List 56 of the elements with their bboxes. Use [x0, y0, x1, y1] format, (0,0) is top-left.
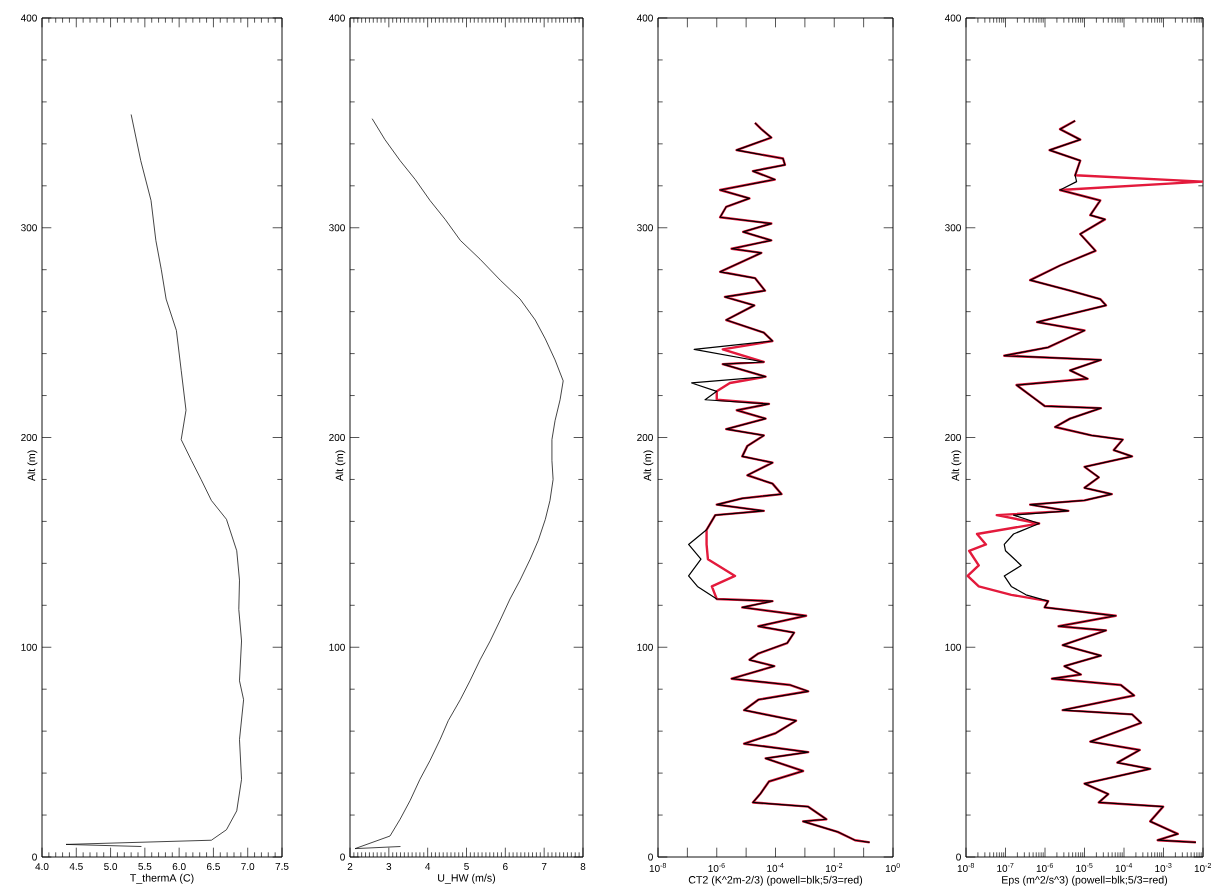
x-tick-label: 5.0 — [104, 863, 118, 871]
x-tick-label: 10$^{-6}$ — [708, 863, 725, 873]
x-axis-title: CT2 (K^2m-2/3) (powell=blk;5/3=red) — [688, 875, 863, 886]
x-tick-label: 4 — [425, 863, 431, 870]
x-tick-label: 2 — [347, 863, 353, 870]
x-tick-label: 6 — [503, 863, 508, 871]
y-tick-label: 400 — [328, 14, 345, 22]
y-axis-title: Alt (m) — [643, 450, 654, 482]
y-tick-label: 0 — [340, 853, 345, 861]
x-tick-label: 10$^{-3}$ — [1155, 863, 1172, 873]
y-tick-label: 200 — [21, 433, 37, 442]
x-tick-label: 4.0 — [35, 863, 49, 871]
y-tick-label: 300 — [329, 224, 345, 232]
x-tick-label: 10$^{-4}$ — [1115, 863, 1133, 872]
x-tick-label: 6.5 — [207, 863, 220, 871]
x-tick-label: 10$^{-6}$ — [1036, 863, 1054, 873]
x-tick-label: 7.5 — [275, 863, 289, 870]
y-axis-title: Alt (m) — [27, 450, 38, 482]
y-tick-label: 300 — [637, 224, 653, 232]
x-tick-label: 10$^{-2}$ — [826, 863, 843, 873]
x-axis-title: U_HW (m/s) — [438, 873, 496, 884]
y-tick-label: 200 — [329, 433, 345, 442]
y-tick-label: 200 — [637, 433, 653, 442]
x-tick-label: 5.5 — [138, 863, 152, 870]
y-tick-label: 100 — [329, 643, 345, 651]
line-series — [65, 114, 244, 847]
y-tick-label: 0 — [648, 853, 653, 861]
y-tick-label: 100 — [637, 643, 653, 651]
x-tick-label: 10$^{-5}$ — [1076, 863, 1093, 872]
x-tick-label: 10$^{-2}$ — [1194, 863, 1211, 873]
y-tick-label: 100 — [945, 643, 961, 651]
x-tick-label: 6.0 — [172, 863, 186, 871]
y-axis-title: Alt (m) — [951, 450, 962, 482]
y-tick-label: 400 — [944, 14, 961, 22]
x-axis-title: Eps (m^2/s^3) (powell=blk;5/3=red) — [1002, 875, 1168, 886]
x-tick-label: 3 — [386, 863, 392, 871]
y-tick-label: 300 — [21, 224, 37, 232]
y-tick-label: 0 — [32, 853, 37, 861]
x-tick-label: 10$^{-8}$ — [649, 863, 667, 873]
x-tick-label: 5 — [464, 863, 469, 870]
y-tick-label: 400 — [20, 14, 37, 22]
y-axis-title: Alt (m) — [335, 450, 346, 482]
x-tick-label: 7 — [541, 863, 547, 870]
y-tick-label: 200 — [945, 433, 961, 442]
x-tick-label: 10$^{0}$ — [885, 863, 900, 873]
y-tick-label: 100 — [21, 643, 37, 651]
x-tick-label: 10$^{-4}$ — [767, 863, 784, 872]
x-tick-label: 10$^{-8}$ — [957, 863, 975, 873]
y-tick-label: 0 — [956, 853, 961, 861]
x-tick-label: 10$^{-7}$ — [997, 863, 1014, 872]
x-tick-label: 7.0 — [241, 863, 255, 871]
x-tick-label: 8 — [580, 863, 586, 871]
y-tick-label: 300 — [945, 224, 961, 232]
x-tick-label: 4.5 — [69, 863, 83, 870]
y-tick-label: 400 — [636, 14, 653, 22]
x-axis-title: T_thermA (C) — [130, 873, 194, 884]
